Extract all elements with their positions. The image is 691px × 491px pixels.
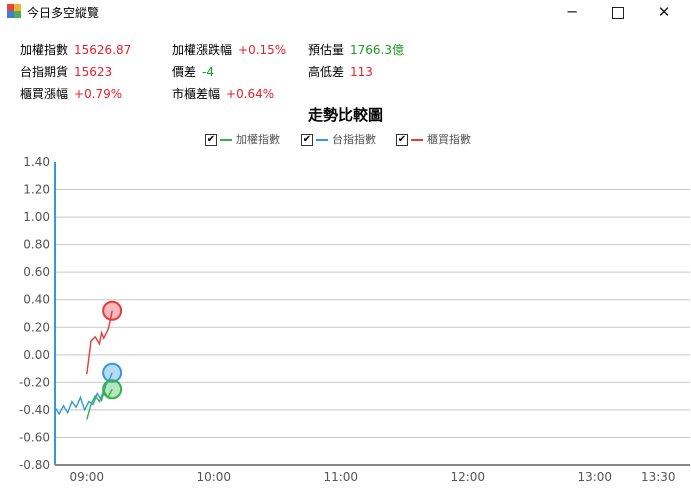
legend-line — [411, 139, 423, 141]
stat-spread: 價差 -4 — [172, 63, 214, 80]
legend-checkbox[interactable]: ✔ — [205, 134, 217, 146]
stat-market-otc-diff: 市櫃差幅 +0.64% — [172, 85, 274, 102]
stat-value: 1766.3億 — [350, 43, 405, 57]
stat-taiex-futures: 台指期貨 15623 — [20, 63, 112, 80]
maximize-button[interactable] — [595, 0, 641, 24]
stat-label: 台指期貨 — [20, 65, 69, 79]
app-icon — [7, 4, 21, 18]
y-tick-label: 1.20 — [23, 183, 50, 197]
series-line — [54, 372, 113, 416]
y-tick-label: 0.00 — [23, 348, 50, 362]
legend-line — [220, 139, 232, 141]
y-tick-label: -0.20 — [19, 375, 50, 389]
legend-label: 加權指數 — [236, 133, 280, 146]
stat-value: +0.15% — [238, 43, 287, 57]
stat-label: 加權指數 — [20, 43, 69, 57]
y-tick-label: -0.40 — [19, 403, 50, 417]
y-tick-label: 1.00 — [23, 210, 50, 224]
stat-value: +0.79% — [74, 87, 123, 101]
y-tick-label: 0.40 — [23, 293, 50, 307]
y-tick-label: 0.20 — [23, 320, 50, 334]
x-tick-label: 12:00 — [450, 470, 485, 484]
stat-label: 價差 — [172, 65, 197, 79]
legend-item-futures[interactable]: ✔ 台指指數 — [301, 131, 376, 147]
stat-otc-change: 櫃買漲幅 +0.79% — [20, 85, 122, 102]
window-title: 今日多空縱覽 — [27, 6, 100, 20]
legend-checkbox[interactable]: ✔ — [396, 134, 408, 146]
x-tick-label: 11:00 — [323, 470, 358, 484]
minimize-button[interactable]: ─ — [567, 3, 577, 21]
stat-estimated-volume: 預估量 1766.3億 — [308, 41, 404, 58]
series-end-marker — [102, 362, 123, 383]
stat-weighted-index: 加權指數 15626.87 — [20, 41, 131, 58]
series-end-marker — [102, 300, 123, 321]
y-tick-label: 0.80 — [23, 238, 50, 252]
maximize-icon — [612, 6, 624, 19]
stat-label: 市櫃差幅 — [172, 87, 221, 101]
stat-label: 櫃買漲幅 — [20, 87, 69, 101]
series-end-marker — [102, 379, 123, 400]
stat-value: 15623 — [74, 65, 113, 79]
y-tick-label: -0.80 — [19, 458, 50, 472]
stat-value: +0.64% — [226, 87, 275, 101]
stat-weighted-change: 加權漲跌幅 +0.15% — [172, 41, 286, 58]
stat-label: 加權漲跌幅 — [172, 43, 233, 57]
trend-chart: 1.40 1.20 1.00 0.80 0.60 0.40 0.20 0.00 -0.20 -0.… — [19, 155, 690, 484]
legend-item-weighted[interactable]: ✔ 加權指數 — [205, 131, 280, 147]
legend-line — [316, 139, 328, 141]
legend-checkbox[interactable]: ✔ — [301, 134, 313, 146]
stat-value: -4 — [202, 65, 214, 79]
close-button[interactable]: ✕ — [657, 3, 671, 21]
x-tick-label: 10:00 — [196, 470, 231, 484]
stat-high-low-range: 高低差 113 — [308, 63, 373, 80]
title-bar: 今日多空縱覽 ─ ✕ — [0, 0, 691, 24]
stat-label: 高低差 — [308, 65, 345, 79]
series-line — [86, 310, 113, 375]
stat-value: 113 — [350, 65, 373, 79]
y-tick-label: 0.60 — [23, 265, 50, 279]
chart-title: 走勢比較圖 — [307, 106, 383, 124]
y-tick-label: -0.60 — [19, 430, 50, 444]
stat-label: 預估量 — [308, 43, 345, 57]
legend-label: 櫃買指數 — [427, 133, 471, 146]
stat-value: 15626.87 — [74, 43, 132, 57]
y-tick-label: 1.40 — [23, 155, 50, 169]
x-tick-label: 09:00 — [69, 470, 104, 484]
legend-item-otc[interactable]: ✔ 櫃買指數 — [396, 131, 471, 147]
x-tick-label: 13:30 — [641, 470, 676, 484]
x-tick-label: 13:00 — [577, 470, 612, 484]
legend-label: 台指指數 — [332, 133, 376, 146]
